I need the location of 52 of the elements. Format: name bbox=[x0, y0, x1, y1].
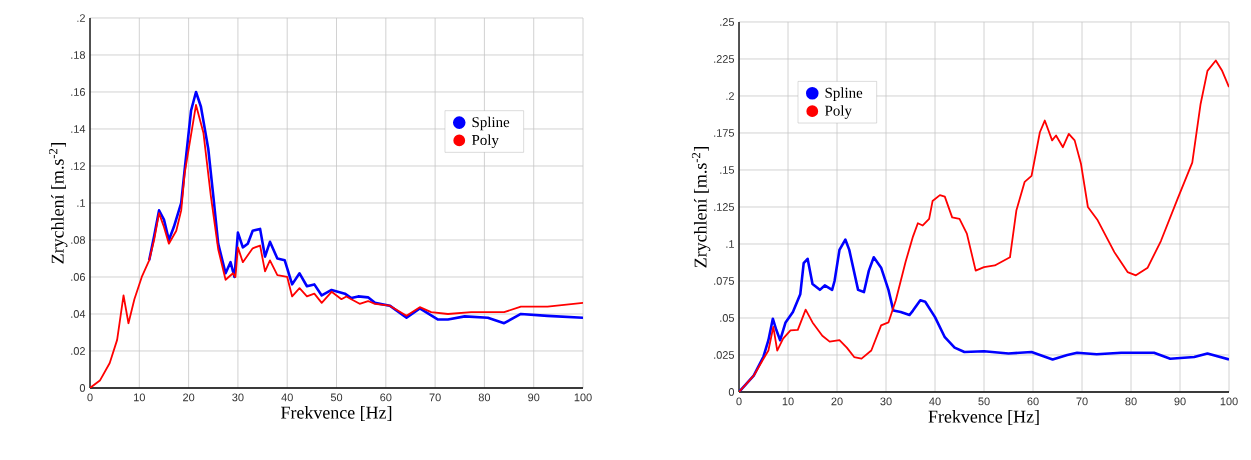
x-axis-title: Frekvence [Hz] bbox=[928, 410, 1039, 425]
legend-label: Poly bbox=[471, 134, 499, 149]
y-tick-label: .225 bbox=[714, 55, 735, 63]
y-axis-title: Zrychlení [m.s$^{-2}$] bbox=[691, 147, 711, 268]
y-tick-label: .12 bbox=[71, 162, 85, 170]
y-tick-label: .06 bbox=[71, 273, 86, 281]
x-tick-label: 50 bbox=[330, 393, 343, 402]
y-tick-label: .1 bbox=[726, 240, 734, 248]
y-tick-label: .125 bbox=[714, 203, 735, 211]
x-tick-label: 90 bbox=[528, 393, 540, 402]
x-tick-label: 80 bbox=[1125, 397, 1137, 406]
y-tick-label: .25 bbox=[720, 18, 735, 26]
x-tick-label: 70 bbox=[429, 393, 441, 402]
y-tick-label: .14 bbox=[71, 125, 86, 133]
x-axis-title: Frekvence [Hz] bbox=[281, 406, 392, 421]
x-tick-label: 20 bbox=[183, 393, 195, 402]
y-tick-label: .15 bbox=[720, 166, 735, 174]
x-tick-label: 30 bbox=[232, 393, 244, 402]
y-axis-title: Zrychlení [m.s$^{-2}$] bbox=[48, 143, 68, 264]
y-tick-label: .025 bbox=[714, 351, 735, 359]
x-tick-label: 0 bbox=[87, 393, 93, 402]
y-tick-label: .18 bbox=[71, 51, 86, 59]
x-tick-label: 50 bbox=[978, 397, 990, 406]
y-tick-label: .04 bbox=[71, 310, 86, 318]
y-tick-label: .1 bbox=[77, 199, 85, 207]
y-tick-label: 0 bbox=[79, 384, 86, 392]
x-tick-label: 100 bbox=[574, 393, 592, 402]
y-tick-label: .16 bbox=[71, 88, 86, 96]
y-tick-label: .2 bbox=[726, 92, 734, 100]
y-tick-label: .02 bbox=[71, 347, 85, 355]
x-tick-label: 90 bbox=[1174, 397, 1186, 406]
x-tick-label: 80 bbox=[478, 393, 491, 402]
y-tick-label: .075 bbox=[714, 277, 735, 285]
x-tick-label: 10 bbox=[782, 397, 794, 406]
x-tick-label: 20 bbox=[831, 397, 843, 406]
x-tick-label: 100 bbox=[1220, 397, 1238, 406]
legend-label: Poly bbox=[824, 105, 852, 119]
x-tick-label: 60 bbox=[1027, 397, 1039, 406]
legend-label: Spline bbox=[825, 87, 863, 101]
x-tick-label: 30 bbox=[880, 397, 892, 406]
x-tick-label: 10 bbox=[134, 393, 145, 402]
x-tick-label: 0 bbox=[736, 397, 742, 406]
y-tick-label: .175 bbox=[714, 129, 735, 137]
legend-label: Spline bbox=[472, 116, 510, 131]
x-tick-label: 70 bbox=[1076, 397, 1088, 406]
y-tick-label: .08 bbox=[71, 236, 86, 244]
y-tick-label: 0 bbox=[728, 388, 735, 396]
x-tick-label: 40 bbox=[281, 393, 293, 402]
x-tick-label: 40 bbox=[929, 397, 941, 406]
y-tick-label: .05 bbox=[720, 314, 735, 322]
y-tick-label: .2 bbox=[77, 14, 85, 22]
x-tick-label: 60 bbox=[380, 393, 392, 402]
